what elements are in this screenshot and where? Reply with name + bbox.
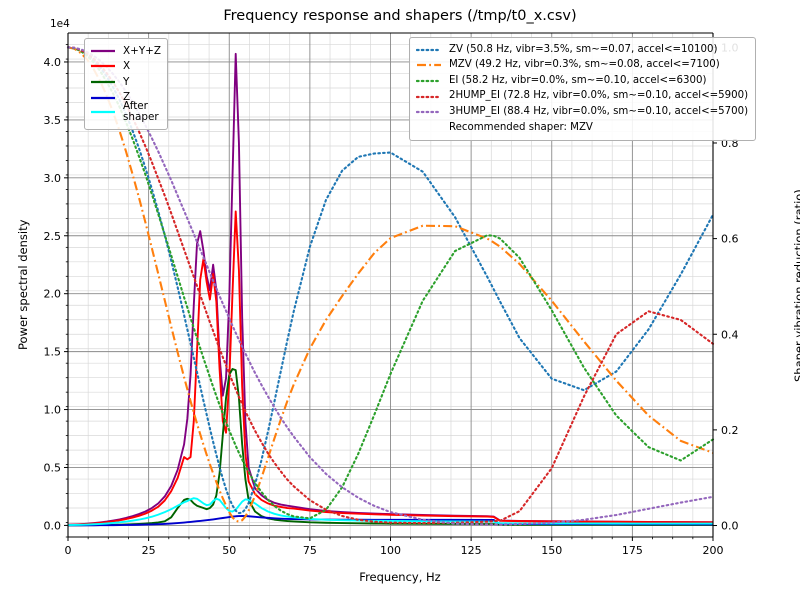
y-tick-label-left: 2.5 (44, 230, 62, 243)
legend-swatch (416, 111, 442, 114)
legend-swatch (416, 79, 442, 83)
legend-item-y[interactable]: Y (90, 74, 161, 90)
recommended-shaper-text: Recommended shaper: MZV (449, 121, 593, 133)
y-tick-label-left: 0.0 (44, 519, 62, 532)
series-line-zv (66, 46, 715, 515)
series-line-x (67, 210, 714, 526)
recommended-shaper-note: Recommended shaper: MZV (416, 120, 748, 136)
legend-item-z[interactable]: Z (90, 90, 161, 106)
y-tick-label-right: 0.4 (721, 328, 739, 341)
legend-item-x-y-z[interactable]: X+Y+Z (90, 43, 161, 59)
y-tick-label-left: 2.0 (44, 288, 62, 301)
series-legend[interactable]: X+Y+Z X Y Z After shaper (84, 38, 168, 131)
y-tick-label-right: 0.2 (721, 424, 739, 437)
y-tick-label-right: 0.6 (721, 233, 739, 246)
legend-swatch (416, 95, 442, 98)
legend-swatch (91, 80, 115, 84)
y-tick-label-left: 4.0 (44, 56, 62, 69)
chart-title: Frequency response and shapers (/tmp/t0_… (223, 8, 577, 24)
series-line-z (67, 514, 714, 527)
x-tick-label: 25 (142, 544, 156, 557)
legend-item-label: ZV (50.8 Hz, vibr=3.5%, sm~=0.07, accel<… (449, 43, 718, 55)
series-line-ei (66, 46, 715, 520)
x-tick-label: 100 (380, 544, 401, 557)
legend-item-label: Y (123, 75, 130, 88)
y-tick-label-left: 3.5 (44, 114, 62, 127)
x-tick-label: 0 (65, 544, 72, 557)
x-tick-label: 200 (703, 544, 724, 557)
legend-item-label: MZV (49.2 Hz, vibr=0.3%, sm~=0.08, accel… (449, 59, 720, 71)
series-line-3hump-ei (66, 46, 715, 526)
shaper-legend[interactable]: ZV (50.8 Hz, vibr=3.5%, sm~=0.07, accel<… (409, 37, 757, 141)
legend-item-x[interactable]: X (90, 59, 161, 75)
y-tick-label-left: 3.0 (44, 172, 62, 185)
legend-swatch (91, 111, 115, 114)
legend-item-mzv[interactable]: MZV (49.2 Hz, vibr=0.3%, sm~=0.08, accel… (416, 58, 748, 74)
x-tick-label: 150 (541, 544, 562, 557)
series-line-mzv (67, 46, 714, 523)
legend-item-label: Z (123, 91, 131, 104)
y-tick-label-right: 0.0 (721, 520, 739, 533)
legend-item-ei[interactable]: EI (58.2 Hz, vibr=0.0%, sm~=0.10, accel<… (416, 73, 748, 89)
legend-item-label: 3HUMP_EI (88.4 Hz, vibr=0.0%, sm~=0.10, … (449, 106, 749, 118)
legend-item-label: 2HUMP_EI (72.8 Hz, vibr=0.0%, sm~=0.10, … (449, 90, 749, 102)
legend-swatch (91, 96, 115, 99)
x-tick-label: 75 (303, 544, 317, 557)
legend-swatch (91, 65, 115, 68)
legend-item-label: X (123, 60, 131, 73)
legend-swatch (91, 49, 115, 52)
legend-item-label: EI (58.2 Hz, vibr=0.0%, sm~=0.10, accel<… (449, 74, 707, 86)
x-axis-label: Frequency, Hz (359, 570, 441, 584)
y-tick-label-left: 0.5 (44, 461, 62, 474)
y-axis-exponent-label: 1e4 (50, 18, 70, 30)
y-tick-label-left: 1.5 (44, 346, 62, 359)
legend-item-label: After shaper (123, 100, 159, 124)
x-tick-label: 125 (461, 544, 482, 557)
legend-item-label: X+Y+Z (123, 44, 161, 57)
legend-swatch (416, 48, 442, 51)
legend-item-zv[interactable]: ZV (50.8 Hz, vibr=3.5%, sm~=0.07, accel<… (416, 42, 748, 58)
legend-item-2hump_ei[interactable]: 2HUMP_EI (72.8 Hz, vibr=0.0%, sm~=0.10, … (416, 89, 748, 105)
legend-item-3hump_ei[interactable]: 3HUMP_EI (88.4 Hz, vibr=0.0%, sm~=0.10, … (416, 104, 748, 120)
x-tick-label: 175 (622, 544, 643, 557)
legend-swatch (417, 64, 441, 67)
y-tick-label-left: 1.0 (44, 404, 62, 417)
x-tick-label: 50 (222, 544, 236, 557)
legend-item-after-shaper[interactable]: After shaper (90, 99, 161, 125)
